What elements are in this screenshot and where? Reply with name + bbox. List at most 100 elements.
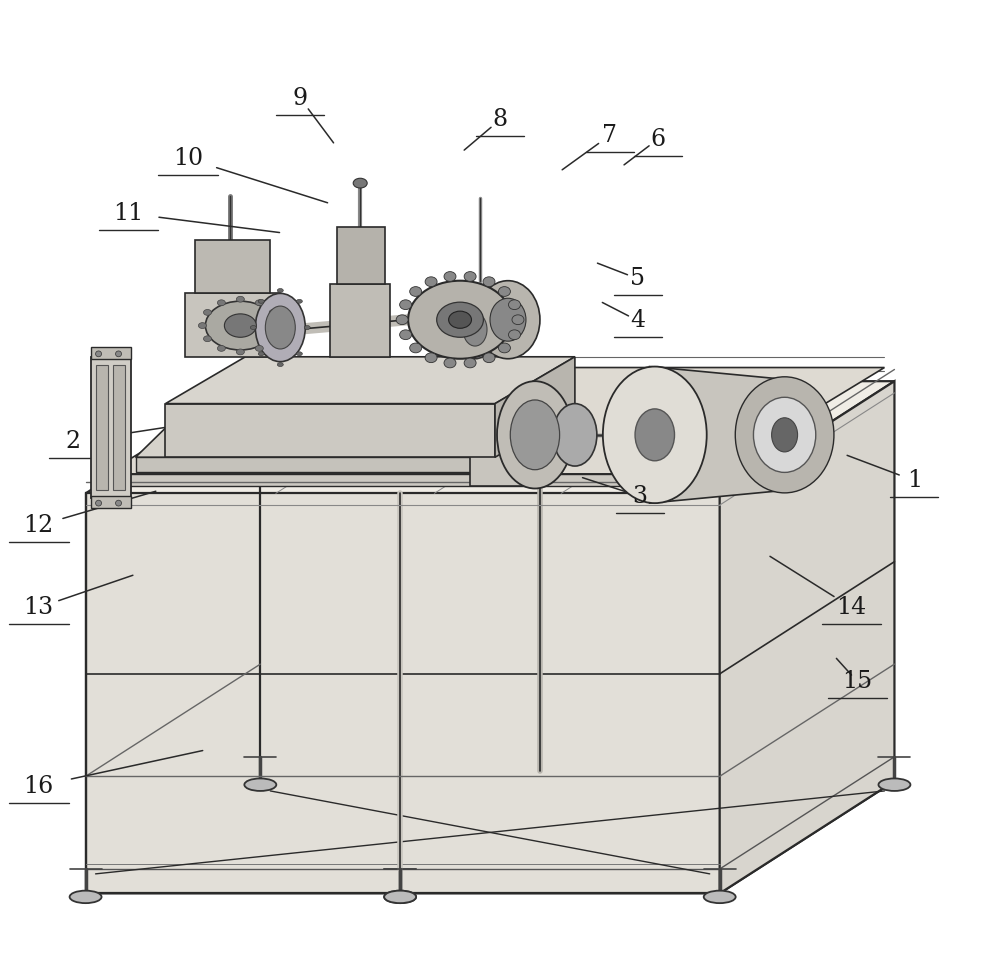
Text: 10: 10 [173, 148, 203, 170]
Bar [91, 347, 131, 359]
Bar [337, 227, 385, 283]
Bar [330, 283, 390, 357]
Ellipse shape [198, 322, 206, 328]
Ellipse shape [444, 359, 456, 367]
Ellipse shape [483, 276, 495, 286]
Ellipse shape [464, 272, 476, 281]
Polygon shape [165, 357, 575, 404]
Text: 11: 11 [113, 202, 144, 225]
Ellipse shape [204, 310, 211, 316]
Ellipse shape [425, 353, 437, 362]
Polygon shape [136, 457, 495, 472]
Ellipse shape [498, 343, 510, 353]
Ellipse shape [204, 336, 211, 342]
Ellipse shape [508, 300, 520, 310]
Ellipse shape [476, 280, 540, 359]
Ellipse shape [353, 178, 367, 188]
Ellipse shape [508, 330, 520, 340]
Ellipse shape [277, 362, 283, 366]
Ellipse shape [635, 409, 675, 461]
Ellipse shape [296, 299, 302, 303]
Ellipse shape [603, 366, 707, 503]
Polygon shape [106, 474, 710, 486]
Ellipse shape [236, 296, 244, 302]
Ellipse shape [400, 330, 412, 340]
Text: 6: 6 [650, 128, 665, 150]
Ellipse shape [255, 300, 263, 306]
Text: 4: 4 [630, 309, 645, 332]
Ellipse shape [704, 891, 736, 903]
Polygon shape [106, 367, 884, 474]
Polygon shape [165, 404, 495, 457]
Bar [195, 239, 270, 293]
Ellipse shape [96, 500, 102, 506]
Ellipse shape [410, 286, 422, 296]
Ellipse shape [400, 300, 412, 310]
Ellipse shape [512, 315, 524, 324]
Ellipse shape [449, 311, 471, 328]
Ellipse shape [753, 398, 816, 473]
Ellipse shape [269, 310, 277, 316]
Ellipse shape [498, 286, 510, 296]
Ellipse shape [269, 336, 277, 342]
Text: 9: 9 [293, 87, 308, 109]
Text: 5: 5 [630, 268, 645, 290]
Ellipse shape [490, 298, 526, 341]
Text: 8: 8 [492, 108, 508, 131]
Ellipse shape [250, 325, 256, 329]
Text: 2: 2 [65, 430, 80, 453]
Bar [91, 496, 131, 508]
Ellipse shape [483, 353, 495, 362]
Bar [185, 293, 280, 357]
Bar [96, 364, 108, 490]
Text: 3: 3 [632, 485, 647, 508]
Ellipse shape [384, 891, 416, 903]
Polygon shape [720, 381, 894, 893]
Ellipse shape [70, 891, 102, 903]
Text: 15: 15 [842, 670, 873, 693]
Ellipse shape [255, 346, 263, 352]
Text: 14: 14 [836, 596, 867, 619]
Ellipse shape [396, 315, 408, 324]
Polygon shape [86, 381, 894, 493]
Text: 13: 13 [24, 596, 54, 619]
Bar [113, 364, 125, 490]
Ellipse shape [274, 322, 282, 328]
Ellipse shape [296, 352, 302, 356]
Ellipse shape [463, 313, 487, 346]
Ellipse shape [437, 302, 483, 337]
Ellipse shape [96, 351, 102, 357]
Ellipse shape [735, 377, 834, 492]
Ellipse shape [410, 343, 422, 353]
Ellipse shape [224, 314, 256, 337]
Ellipse shape [258, 352, 264, 356]
Ellipse shape [217, 300, 225, 306]
Ellipse shape [464, 359, 476, 367]
Ellipse shape [425, 276, 437, 286]
Ellipse shape [384, 891, 416, 903]
Ellipse shape [244, 779, 276, 791]
Ellipse shape [497, 381, 573, 488]
Ellipse shape [236, 349, 244, 355]
Ellipse shape [453, 300, 497, 359]
Ellipse shape [510, 400, 560, 470]
Bar [470, 384, 540, 486]
Polygon shape [86, 493, 720, 893]
Ellipse shape [772, 418, 798, 452]
Ellipse shape [265, 306, 295, 349]
Bar [91, 357, 131, 498]
Polygon shape [136, 391, 563, 457]
Ellipse shape [258, 299, 264, 303]
Ellipse shape [116, 351, 122, 357]
Ellipse shape [304, 325, 310, 329]
Text: 16: 16 [24, 775, 54, 797]
Ellipse shape [205, 301, 275, 350]
Text: 12: 12 [24, 514, 54, 537]
Text: 1: 1 [907, 469, 922, 492]
Text: 7: 7 [602, 124, 617, 147]
Ellipse shape [553, 404, 597, 466]
Polygon shape [86, 562, 894, 674]
Ellipse shape [116, 500, 122, 506]
Ellipse shape [878, 779, 910, 791]
Ellipse shape [277, 288, 283, 292]
